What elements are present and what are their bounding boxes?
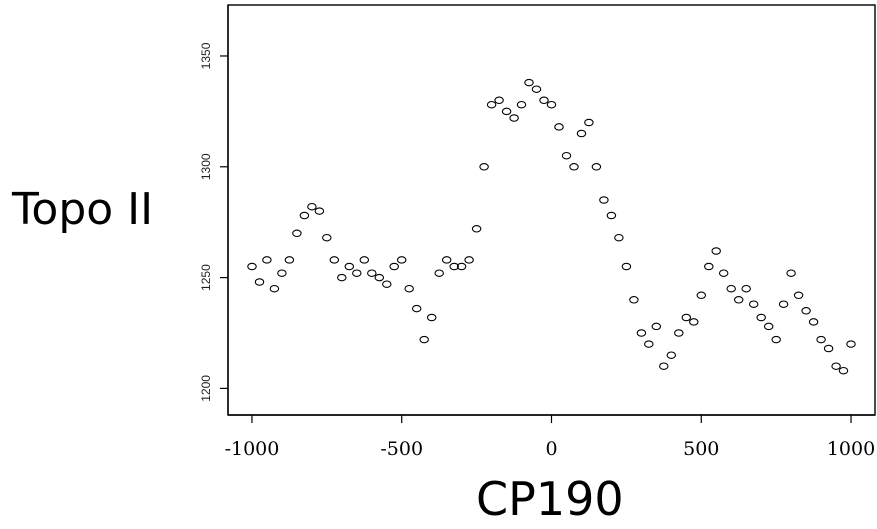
data-point: [307, 202, 317, 211]
data-point: [816, 335, 826, 344]
data-point: [659, 362, 669, 370]
data-point: [636, 329, 647, 337]
data-point: [644, 340, 654, 348]
data-point: [374, 273, 385, 282]
data-point: [846, 340, 856, 348]
data-point: [419, 335, 429, 344]
data-point: [299, 211, 310, 220]
data-point: [748, 300, 759, 308]
data-point: [569, 163, 579, 171]
x-tick-label: 1000: [827, 438, 875, 460]
data-point: [689, 318, 699, 326]
y-axis-ticks: 1200 1250 1300 1350: [199, 42, 228, 402]
data-point: [561, 151, 572, 160]
y-axis-title: Topo II: [12, 184, 154, 235]
data-point: [599, 196, 609, 204]
data-point: [621, 262, 632, 271]
data-point: [359, 256, 370, 264]
data-point: [718, 269, 729, 277]
data-point: [801, 307, 811, 315]
data-point: [411, 304, 422, 313]
data-point: [344, 262, 355, 271]
data-point: [486, 100, 497, 109]
y-tick-label: 1350: [199, 42, 213, 69]
data-point: [838, 366, 849, 375]
data-point: [756, 313, 766, 322]
x-tick-label: 0: [545, 438, 557, 460]
data-point: [651, 322, 662, 331]
data-point: [793, 291, 804, 300]
data-point: [763, 322, 774, 331]
x-axis-title: CP190: [476, 472, 624, 526]
data-point: [681, 313, 692, 322]
data-point: [741, 284, 751, 293]
data-point: [464, 256, 474, 264]
data-point: [614, 233, 624, 242]
data-point: [696, 291, 707, 300]
data-point: [576, 129, 587, 138]
data-point: [524, 78, 534, 87]
data-point: [539, 96, 549, 105]
data-point: [726, 284, 736, 293]
data-point: [277, 269, 287, 277]
data-point: [367, 269, 377, 277]
data-point: [396, 256, 407, 264]
data-point: [404, 284, 414, 293]
data-point: [771, 335, 781, 344]
data-point: [269, 284, 280, 293]
data-point: [382, 280, 392, 288]
data-point: [449, 262, 459, 271]
data-point: [314, 207, 325, 215]
data-point: [509, 114, 519, 122]
data-point: [337, 273, 347, 282]
data-point: [254, 278, 265, 286]
data-point: [546, 100, 557, 109]
data-point: [501, 107, 512, 116]
x-tick-label: 500: [683, 438, 719, 460]
plot-frame: [227, 4, 876, 416]
data-point: [778, 300, 789, 308]
x-tick-label: -1000: [225, 438, 280, 460]
data-point: [629, 296, 639, 304]
data-point: [426, 313, 437, 322]
data-point: [516, 100, 527, 109]
data-point: [284, 256, 295, 264]
data-point: [329, 256, 340, 264]
data-point: [531, 85, 542, 93]
data-point: [471, 225, 482, 233]
data-point: [606, 211, 617, 220]
data-point: [786, 269, 796, 277]
data-point: [479, 163, 489, 171]
data-point: [292, 229, 302, 238]
data-point: [441, 256, 452, 264]
data-point: [733, 296, 744, 304]
data-point: [666, 351, 677, 359]
data-points: [247, 78, 856, 375]
data-point: [494, 96, 504, 105]
data-point: [831, 362, 841, 370]
data-point: [389, 262, 399, 271]
data-point: [711, 247, 721, 255]
data-point: [456, 262, 467, 271]
y-tick-label: 1200: [199, 375, 213, 402]
data-point: [434, 269, 444, 277]
data-point: [554, 123, 564, 131]
data-point: [591, 163, 602, 171]
y-tick-label: 1300: [199, 153, 213, 180]
data-point: [247, 262, 257, 271]
data-point: [322, 233, 332, 242]
data-point: [704, 262, 714, 271]
data-point: [823, 344, 834, 353]
data-point: [584, 118, 594, 127]
x-axis-ticks: -1000 -500 0 500 1000: [225, 415, 875, 460]
y-tick-label: 1250: [199, 264, 213, 291]
data-point: [808, 318, 819, 326]
data-point: [674, 329, 684, 337]
data-point: [352, 269, 362, 277]
x-tick-label: -500: [380, 438, 423, 460]
data-point: [262, 256, 272, 264]
